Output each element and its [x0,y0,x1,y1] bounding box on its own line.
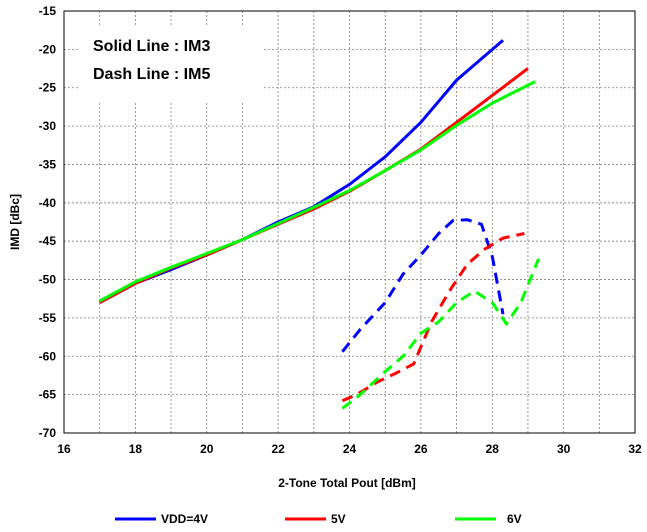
annotation-im5: Dash Line : IM5 [93,66,210,83]
x-tick-label: 20 [200,442,214,456]
series-line-im5-vdd4v [341,218,505,353]
y-tick-labels: -15 -20 -25 -30 -35 -40 -45 -50 -55 -60 -65 -70 [39,4,57,440]
y-tick-label: -50 [39,273,57,287]
y-axis-title: IMD [dBc] [8,194,22,250]
series-line-im3-6v [98,80,536,303]
y-tick-label: -35 [39,157,57,171]
annotation-im3: Solid Line : IM3 [93,38,210,55]
x-tick-label: 32 [628,442,642,456]
y-tick-label: -20 [39,42,57,56]
y-tick-label: -55 [39,311,57,325]
y-tick-label: -15 [39,4,57,18]
legend-label-vdd4v: VDD=4V [161,512,208,526]
legend-label-5v: 5V [331,512,346,526]
x-tick-label: 16 [57,442,71,456]
x-tick-labels: 16 18 20 22 24 26 28 30 32 [57,442,642,456]
y-tick-label: -40 [39,196,57,210]
annotation-box [80,26,262,102]
legend: VDD=4V 5V 6V [115,512,522,526]
y-tick-label: -65 [39,388,57,402]
x-tick-label: 26 [414,442,428,456]
y-tick-label: -70 [39,426,57,440]
legend-label-6v: 6V [507,512,522,526]
y-tick-label: -30 [39,119,57,133]
plot-frame [63,10,636,434]
x-tick-label: 24 [343,442,357,456]
x-tick-label: 22 [271,442,285,456]
x-tick-label: 28 [486,442,500,456]
series-lines [98,39,540,410]
x-axis-title: 2-Tone Total Pout [dBm] [278,476,416,490]
y-tick-label: -45 [39,234,57,248]
y-tick-label: -60 [39,349,57,363]
series-line-im5-5v [341,232,525,403]
y-tick-label: -25 [39,81,57,95]
x-tick-label: 30 [557,442,571,456]
x-tick-label: 18 [129,442,143,456]
